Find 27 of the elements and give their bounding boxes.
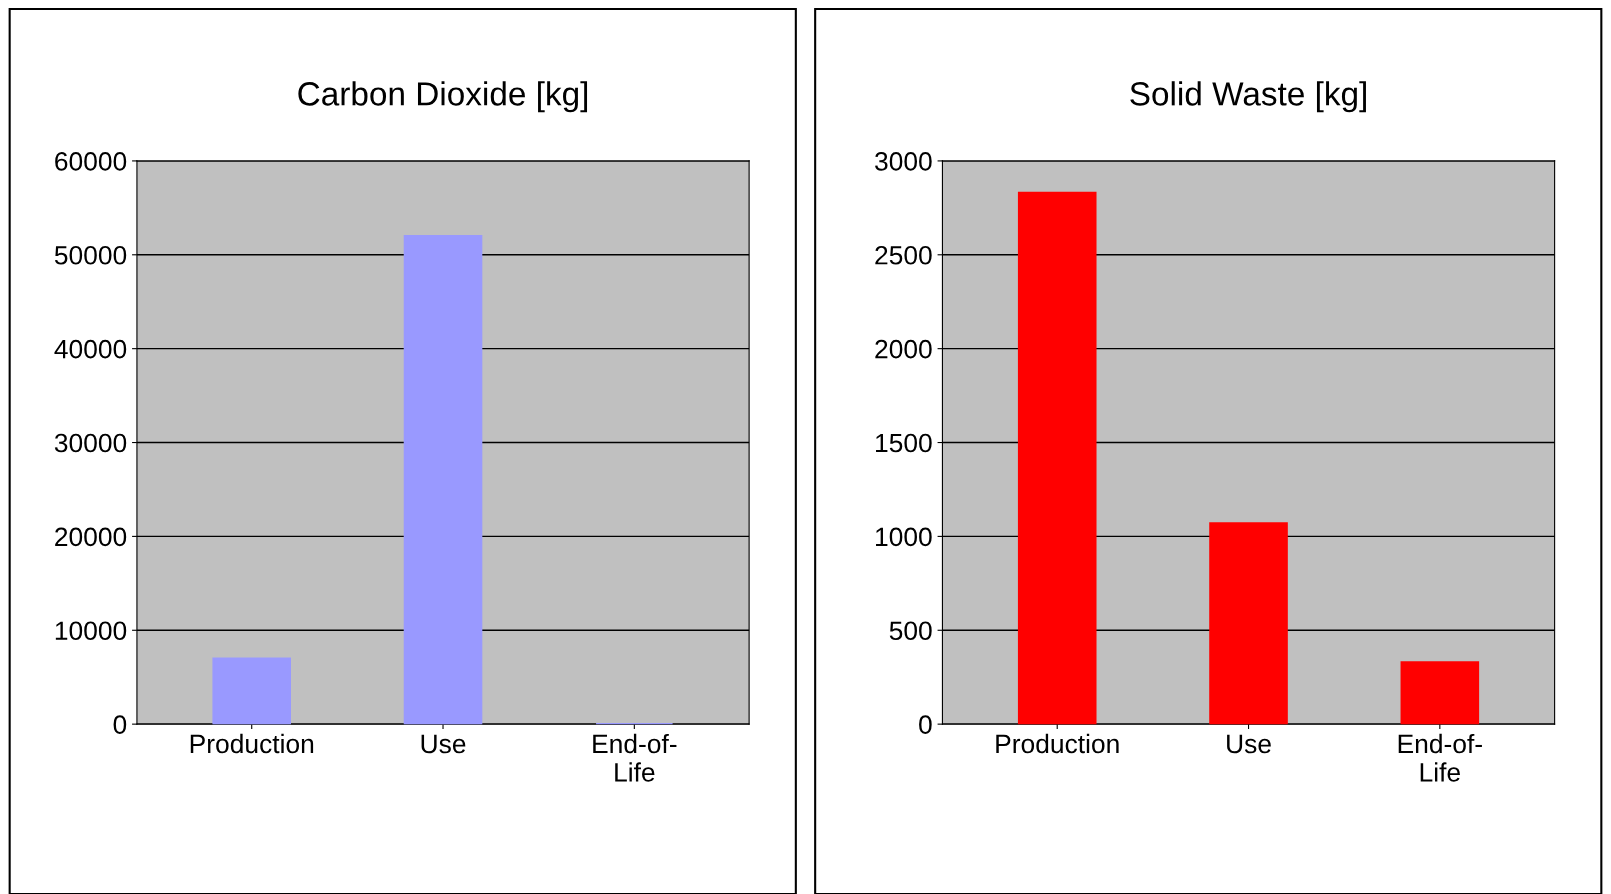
- y-tick-label: 40000: [54, 339, 127, 359]
- x-tick-label: Use: [1227, 734, 1271, 754]
- x-tick-label: End-of- Life: [1398, 733, 1482, 782]
- y-tick-label: 60000: [55, 152, 127, 171]
- bar: [1209, 522, 1288, 725]
- y-tick-label: 30000: [54, 433, 127, 453]
- y-tick-label: 10000: [55, 621, 127, 641]
- y-tick-label: 0: [919, 715, 932, 734]
- chart-title: Carbon Dioxide [kg]: [298, 81, 588, 113]
- y-tick-label: 0: [113, 715, 127, 734]
- x-tick-label: Production: [190, 733, 314, 754]
- x-tick-label: Production: [996, 733, 1119, 754]
- y-tick-label: 2000: [875, 339, 932, 359]
- x-tick-label: End-of- Life: [593, 733, 677, 782]
- x-tick-label: Use: [421, 734, 466, 754]
- y-tick-label: 50000: [54, 245, 127, 265]
- y-tick-label: 20000: [55, 527, 127, 547]
- y-tick-label: 1000: [876, 527, 932, 547]
- bar: [212, 657, 292, 725]
- y-tick-label: 1500: [876, 433, 932, 453]
- chart-title: Solid Waste [kg]: [1130, 81, 1366, 113]
- bar: [403, 234, 483, 725]
- y-tick-label: 3000: [875, 152, 932, 171]
- bar: [1017, 191, 1097, 725]
- bar: [1400, 661, 1480, 725]
- y-tick-label: 500: [889, 621, 932, 641]
- y-tick-label: 2500: [875, 245, 932, 265]
